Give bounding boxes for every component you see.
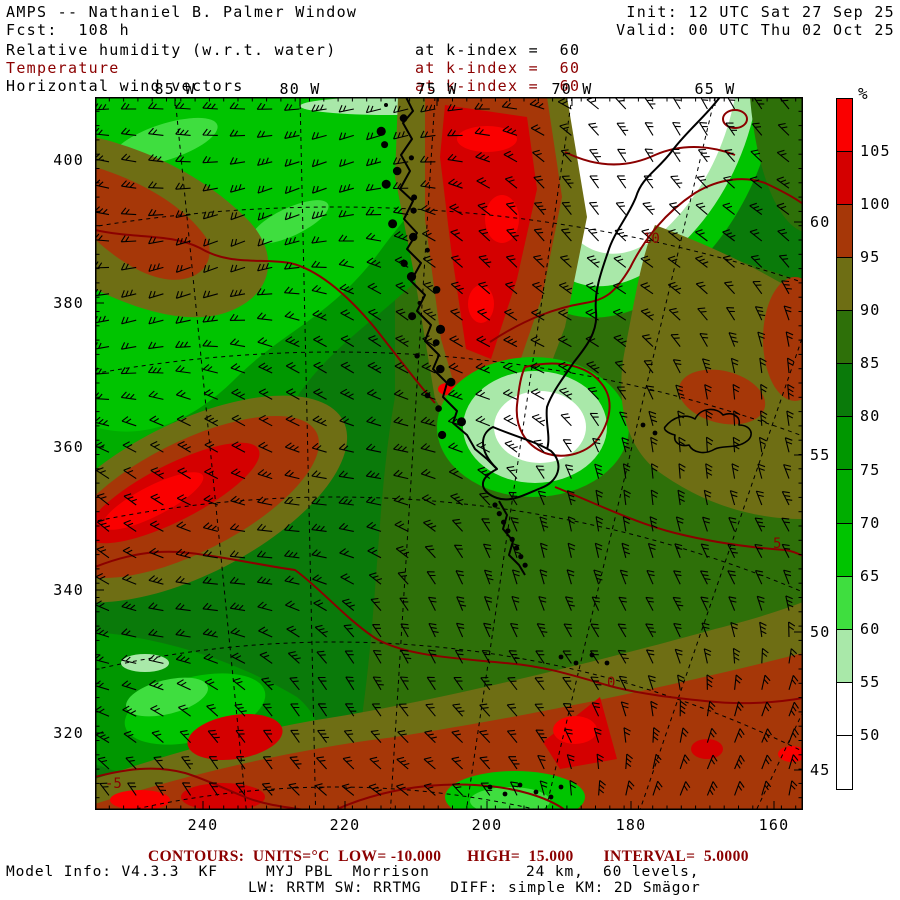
axis-label-top: 80 W bbox=[279, 80, 321, 98]
field-wind-label: Horizontal wind vectors bbox=[6, 77, 244, 95]
axis-label-left: 380 bbox=[53, 294, 84, 312]
colorbar-segment bbox=[837, 364, 852, 418]
axis-label-bottom: 180 bbox=[615, 816, 647, 834]
colorbar-unit-label: % bbox=[858, 84, 868, 103]
colorbar-segment bbox=[837, 470, 852, 524]
axis-label-top: 65 W bbox=[694, 80, 736, 98]
rh-fill-field: 10 5 0 -5 bbox=[95, 97, 803, 810]
axis-label-left: 340 bbox=[53, 581, 84, 599]
field-temp-level: at k-index = 60 bbox=[415, 59, 581, 77]
axis-label-bottom: 200 bbox=[471, 816, 503, 834]
axis-label-top: 70 W bbox=[551, 80, 593, 98]
axis-label-bottom: 160 bbox=[758, 816, 790, 834]
colorbar-tick-label: 55 bbox=[860, 672, 881, 691]
axis-label-bottom: 220 bbox=[329, 816, 361, 834]
weather-map: 10 5 0 -5 bbox=[95, 97, 803, 810]
axis-label-top: 85 W bbox=[154, 80, 196, 98]
colorbar-tick-label: 65 bbox=[860, 566, 881, 585]
colorbar-tick-label: 70 bbox=[860, 513, 881, 532]
colorbar-segment bbox=[837, 735, 852, 789]
colorbar-segment bbox=[837, 576, 852, 630]
island-specks bbox=[376, 103, 658, 800]
colorbar-tick-label: 90 bbox=[860, 301, 881, 320]
colorbar-segment bbox=[837, 205, 852, 259]
axis-label-left: 320 bbox=[53, 724, 84, 742]
svg-text:-5: -5 bbox=[105, 776, 122, 792]
colorbar-segment bbox=[837, 629, 852, 683]
colorbar-segment bbox=[837, 99, 852, 153]
colorbar-segment bbox=[837, 258, 852, 312]
colorbar-segment bbox=[837, 152, 852, 206]
colorbar-tick-label: 75 bbox=[860, 460, 881, 479]
colorbar-segment bbox=[837, 523, 852, 577]
contour-labels: 10 5 0 -5 bbox=[105, 231, 781, 792]
valid-time: Valid: 00 UTC Thu 02 Oct 25 bbox=[616, 21, 895, 39]
colorbar-tick-label: 105 bbox=[860, 142, 891, 161]
forecast-hour: Fcst: 108 h bbox=[6, 21, 130, 39]
init-time: Init: 12 UTC Sat 27 Sep 25 bbox=[626, 3, 895, 21]
colorbar-tick-label: 50 bbox=[860, 725, 881, 744]
svg-text:10: 10 bbox=[643, 231, 660, 247]
colorbar-segment bbox=[837, 417, 852, 471]
lat-lon-graticule bbox=[95, 97, 803, 810]
wind-barb-layer bbox=[95, 97, 799, 796]
colorbar-tick-label: 100 bbox=[860, 195, 891, 214]
plot-title: AMPS -- Nathaniel B. Palmer Window bbox=[6, 3, 358, 21]
axis-label-left: 360 bbox=[53, 438, 84, 456]
colorbar-segment bbox=[837, 682, 852, 736]
colorbar-tick-label: 80 bbox=[860, 407, 881, 426]
axis-ticks bbox=[95, 97, 803, 810]
field-temp-label: Temperature bbox=[6, 59, 120, 77]
colorbar-tick-label: 60 bbox=[860, 619, 881, 638]
axis-label-left: 400 bbox=[53, 151, 84, 169]
colorbar-segment bbox=[837, 311, 852, 365]
map-border bbox=[95, 97, 803, 810]
field-wind-level: at k-index = 60 bbox=[415, 77, 581, 95]
axis-label-bottom: 240 bbox=[187, 816, 219, 834]
svg-text:5: 5 bbox=[773, 536, 781, 552]
svg-text:0: 0 bbox=[607, 675, 615, 691]
field-rh-label: Relative humidity (w.r.t. water) bbox=[6, 41, 337, 59]
field-rh-level: at k-index = 60 bbox=[415, 41, 581, 59]
physics-info-line: LW: RRTM SW: RRTMG DIFF: simple KM: 2D S… bbox=[248, 880, 701, 896]
colorbar-tick-label: 95 bbox=[860, 248, 881, 267]
model-info-line: Model Info: V4.3.3 KF MYJ PBL Morrison 2… bbox=[6, 864, 700, 880]
contour-info-line: CONTOURS: UNITS=°C LOW= -10.000 HIGH= 15… bbox=[148, 848, 749, 865]
colorbar-tick-label: 85 bbox=[860, 354, 881, 373]
rh-colorbar bbox=[836, 98, 853, 790]
axis-label-top: 75 W bbox=[416, 80, 458, 98]
